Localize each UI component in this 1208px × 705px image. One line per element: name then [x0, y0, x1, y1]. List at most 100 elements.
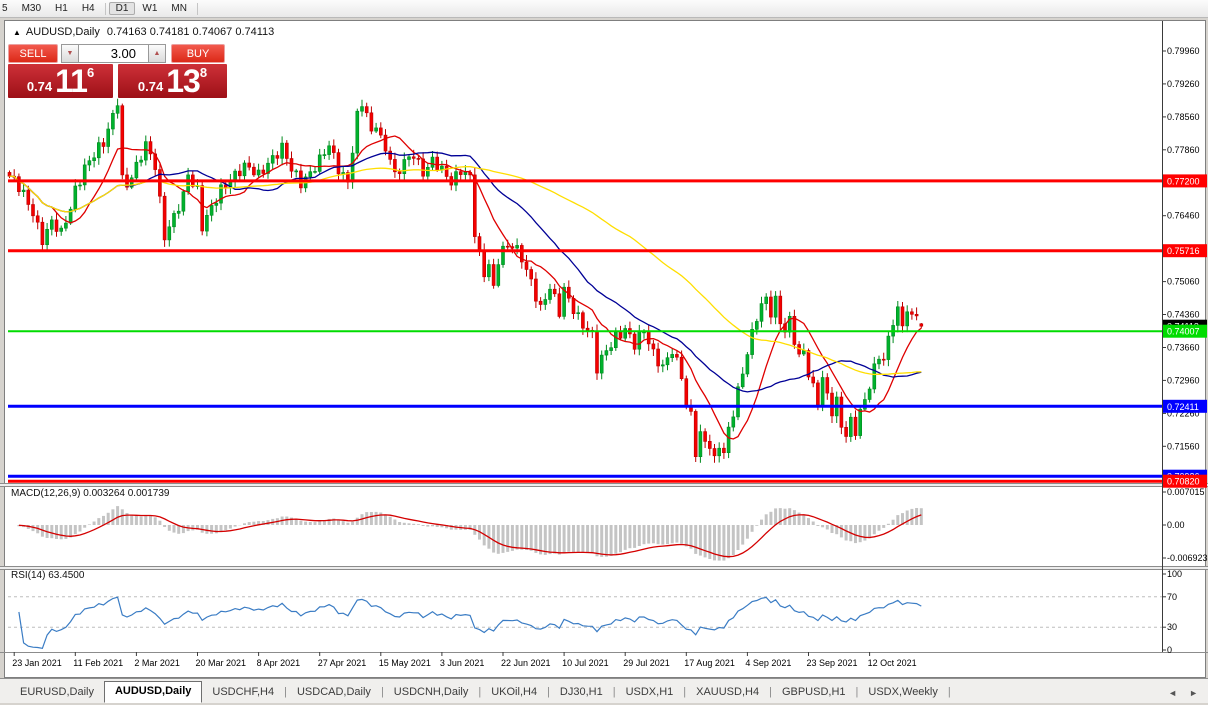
- buy-price-point: 8: [199, 65, 208, 80]
- tab-divider: |: [547, 686, 550, 698]
- collapse-panel-icon[interactable]: ▲: [13, 28, 21, 37]
- tab-divider: |: [612, 686, 616, 698]
- svg-text:30: 30: [1167, 622, 1177, 632]
- svg-text:4 Sep 2021: 4 Sep 2021: [745, 658, 791, 668]
- tab-dj30-h1[interactable]: DJ30,H1: [559, 686, 603, 698]
- svg-text:-0.006923: -0.006923: [1167, 553, 1208, 563]
- spin-down-icon: ▼: [66, 50, 74, 57]
- tab-eurusd-daily[interactable]: EURUSD,Daily: [20, 686, 94, 698]
- timeframe-m30[interactable]: M30: [21, 3, 42, 14]
- tab-divider: |: [380, 686, 384, 698]
- price-axis: 0.79960 0.79260 0.78560 0.77860 0.76460 0.750…: [1162, 46, 1208, 655]
- svg-text:0.74360: 0.74360: [1167, 310, 1200, 320]
- sell-price-point: 6: [86, 65, 95, 80]
- chart-tabs-bar: EURUSD,Daily AUDUSD,Daily USDCHF,H4 | USDCAD…: [0, 678, 1208, 703]
- rsi-indicator-label: RSI(14) 63.4500: [11, 570, 84, 581]
- tab-usdcad-daily[interactable]: USDCAD,Daily: [296, 686, 371, 698]
- svg-text:10 Jul 2021: 10 Jul 2021: [562, 658, 609, 668]
- ma-10-line: [9, 135, 922, 440]
- svg-text:0.72960: 0.72960: [1167, 375, 1200, 385]
- svg-text:29 Jul 2021: 29 Jul 2021: [623, 658, 670, 668]
- tab-scroll-buttons: ◄ ►: [1168, 688, 1198, 698]
- hline-badge-0.74007: 0.74007: [1163, 324, 1207, 338]
- volume-decrease-button[interactable]: ▼: [61, 44, 79, 63]
- svg-text:70: 70: [1167, 592, 1177, 602]
- tab-divider: |: [855, 686, 859, 698]
- toolbar-separator: [104, 2, 106, 15]
- ma-60-line: [9, 166, 922, 376]
- svg-text:100: 100: [1167, 569, 1182, 579]
- svg-text:0.00: 0.00: [1167, 520, 1185, 530]
- svg-text:0.79960: 0.79960: [1167, 46, 1200, 56]
- svg-text:0.76460: 0.76460: [1167, 211, 1200, 221]
- svg-text:15 May 2021: 15 May 2021: [379, 658, 431, 668]
- svg-text:0.78560: 0.78560: [1167, 112, 1200, 122]
- svg-text:2 Mar 2021: 2 Mar 2021: [134, 658, 180, 668]
- sell-price-prefix: 0.74: [26, 79, 53, 94]
- tab-usdx-weekly[interactable]: USDX,Weekly: [868, 686, 938, 698]
- chart-title: ▲ AUDUSD,Daily 0.74163 0.74181 0.74067 0.7…: [13, 26, 274, 38]
- svg-text:17 Aug 2021: 17 Aug 2021: [684, 658, 735, 668]
- svg-text:20 Mar 2021: 20 Mar 2021: [196, 658, 247, 668]
- svg-text:0.72411: 0.72411: [1167, 402, 1199, 412]
- sell-quote-display: 0.74 11 6: [8, 64, 113, 98]
- svg-text:0.71560: 0.71560: [1167, 441, 1200, 451]
- one-click-trading-panel: SELL ▼ ▲ BUY 0.74 11 6 0.74 13 8: [8, 44, 227, 98]
- macd-name: MACD(12,26,9): [11, 488, 81, 499]
- svg-text:0.79260: 0.79260: [1167, 79, 1200, 89]
- rsi-line: [18, 596, 922, 649]
- svg-text:22 Jun 2021: 22 Jun 2021: [501, 658, 551, 668]
- tab-scroll-right-icon[interactable]: ►: [1189, 688, 1198, 698]
- svg-text:3 Jun 2021: 3 Jun 2021: [440, 658, 485, 668]
- sell-button[interactable]: SELL: [8, 44, 58, 63]
- svg-text:11 Feb 2021: 11 Feb 2021: [73, 658, 123, 668]
- tab-ukoil-h4[interactable]: UKOil,H4: [491, 686, 538, 698]
- hline-badge-0.77200: 0.77200: [1163, 174, 1207, 188]
- tab-scroll-left-icon[interactable]: ◄: [1168, 688, 1178, 698]
- macd-indicator-label: MACD(12,26,9) 0.003264 0.001739: [11, 488, 169, 499]
- buy-price-pips: 13: [166, 63, 201, 99]
- tab-xauusd-h4[interactable]: XAUUSD,H4: [696, 686, 760, 698]
- tab-gbpusd-h1[interactable]: GBPUSD,H1: [781, 686, 846, 698]
- toolbar-separator: [196, 2, 198, 15]
- timeframe-d1[interactable]: D1: [108, 2, 136, 15]
- timeframe-h4[interactable]: H4: [81, 3, 95, 14]
- volume-increase-button[interactable]: ▲: [148, 44, 166, 63]
- rsi-value: 63.4500: [48, 570, 85, 581]
- timeframe-h1[interactable]: H1: [55, 3, 68, 14]
- tab-divider: |: [683, 686, 687, 698]
- hline-badge-0.75716: 0.75716: [1163, 244, 1207, 258]
- tab-usdx-h1[interactable]: USDX,H1: [625, 686, 674, 698]
- rsi-name: RSI(14): [11, 570, 46, 581]
- tab-divider: |: [769, 686, 772, 698]
- svg-text:8 Apr 2021: 8 Apr 2021: [257, 658, 301, 668]
- timeframe-5[interactable]: 5: [2, 3, 8, 14]
- svg-text:12 Oct 2021: 12 Oct 2021: [868, 658, 917, 668]
- symbol-period-label: AUDUSD,Daily: [25, 26, 100, 38]
- buy-quote-display: 0.74 13 8: [118, 64, 227, 98]
- volume-input[interactable]: [79, 44, 148, 63]
- timeframe-toolbar: 5 M30 H1 H4 D1 W1 MN: [0, 0, 1208, 18]
- buy-button[interactable]: BUY: [171, 44, 225, 63]
- svg-text:0.73660: 0.73660: [1167, 343, 1200, 353]
- svg-text:0.007015: 0.007015: [1167, 487, 1205, 497]
- macd-histogram: [17, 506, 923, 561]
- svg-text:27 Apr 2021: 27 Apr 2021: [318, 658, 367, 668]
- svg-text:0.77860: 0.77860: [1167, 145, 1200, 155]
- timeframe-w1[interactable]: W1: [142, 3, 158, 14]
- tab-usdcnh-daily[interactable]: USDCNH,Daily: [393, 686, 469, 698]
- macd-values: 0.003264 0.001739: [83, 488, 170, 499]
- candlesticks: [7, 98, 924, 463]
- timeframe-mn[interactable]: MN: [171, 3, 187, 14]
- date-axis: 23 Jan 2021 11 Feb 2021 2 Mar 2021 20 Mar 2…: [12, 652, 917, 668]
- hline-badge-0.72411: 0.72411: [1163, 399, 1207, 413]
- buy-price-prefix: 0.74: [137, 79, 164, 94]
- hline-badge-0.70820: 0.70820: [1163, 474, 1207, 488]
- svg-text:0.75060: 0.75060: [1167, 277, 1200, 287]
- svg-text:0.77200: 0.77200: [1167, 176, 1200, 186]
- sell-price-pips: 11: [55, 63, 88, 99]
- svg-text:23 Jan 2021: 23 Jan 2021: [12, 658, 62, 668]
- tab-audusd-daily[interactable]: AUDUSD,Daily: [103, 681, 203, 703]
- tab-usdchf-h4[interactable]: USDCHF,H4: [212, 686, 275, 698]
